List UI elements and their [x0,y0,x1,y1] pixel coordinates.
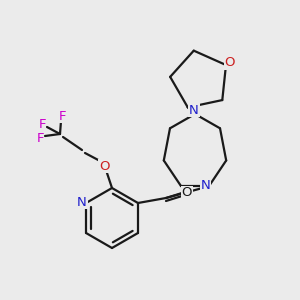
Text: N: N [77,196,87,208]
Text: F: F [36,133,44,146]
Text: N: N [189,103,199,116]
Text: F: F [58,110,66,122]
Text: O: O [225,56,235,70]
Text: F: F [38,118,46,130]
Text: N: N [201,179,211,192]
Text: O: O [99,160,109,172]
Text: O: O [182,187,192,200]
